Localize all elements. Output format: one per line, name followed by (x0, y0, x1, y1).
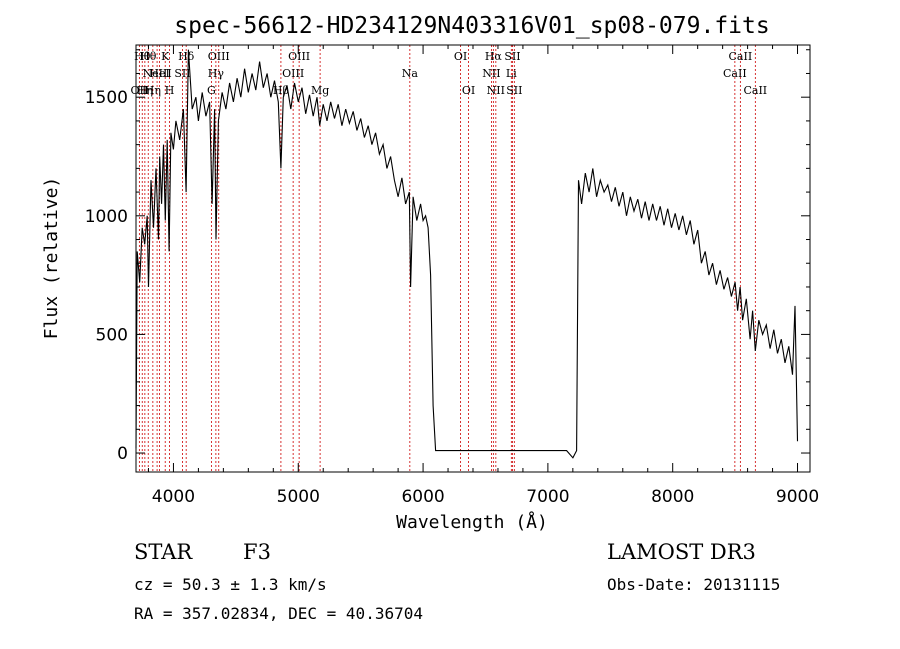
line-marker-label: Hθ (134, 50, 151, 63)
flux-series-line (135, 49, 799, 459)
y-axis-ticks: 0 500 1000 1500 (85, 49, 810, 464)
y-tick-label: 0 (117, 444, 128, 464)
line-marker-label: Hθ (140, 50, 157, 63)
line-marker-label: Na (402, 67, 419, 80)
line-marker-label: CaII (729, 50, 753, 63)
y-tick-label: 500 (96, 325, 128, 345)
line-marker-label: CaII (723, 67, 747, 80)
sky-coordinates: RA = 357.02834, DEC = 40.36704 (134, 604, 423, 623)
line-marker-label: NII (482, 67, 500, 80)
line-marker-label: OIII (208, 50, 230, 63)
line-marker-label: OIII (288, 50, 310, 63)
plot-frame (135, 44, 811, 473)
line-marker-label: HeI (149, 67, 169, 80)
line-marker-label: NeIII (143, 67, 172, 80)
object-subclass: F3 (243, 540, 271, 564)
x-tick-label: 5000 (277, 487, 320, 507)
object-class: STAR (134, 540, 193, 564)
survey-name: LAMOST DR3 (607, 540, 756, 564)
line-marker-label: SII (174, 67, 190, 80)
line-marker-label: Hη (145, 84, 161, 97)
line-marker-label: Hη (137, 84, 153, 97)
line-marker-label: OI (462, 84, 475, 97)
y-tick-label: 1000 (85, 207, 128, 227)
line-marker-label: SII (506, 84, 522, 97)
y-tick-label: 1500 (85, 88, 128, 108)
line-marker-label: Mg (311, 84, 329, 97)
x-tick-label: 9000 (776, 487, 819, 507)
line-marker-label: NII (487, 84, 505, 97)
line-marker-label: Li (506, 67, 517, 80)
x-tick-label: 8000 (651, 487, 694, 507)
marker-labels: OIIHθHηHθHηNeIIIHeIKHSIIHδGHγOIIIHβOIIIO… (131, 50, 768, 97)
line-marker-label: G (207, 84, 216, 97)
x-axis-label: Wavelength (Å) (396, 511, 548, 533)
x-tick-label: 7000 (526, 487, 569, 507)
line-marker-label: OI (454, 50, 467, 63)
x-tick-label: 4000 (152, 487, 195, 507)
line-marker-label: K (161, 50, 170, 63)
y-axis-label: Flux (relative) (41, 177, 62, 340)
x-tick-label: 6000 (401, 487, 444, 507)
observation-date: Obs-Date: 20131115 (607, 575, 781, 594)
line-marker-label: OII (131, 84, 149, 97)
line-marker-label: OIII (282, 67, 304, 80)
line-marker-label: CaII (743, 84, 767, 97)
x-axis-ticks: 4000 5000 6000 7000 8000 9000 (147, 45, 819, 507)
line-markers (138, 45, 756, 472)
line-marker-label: H (165, 84, 175, 97)
line-marker-label: Hδ (178, 50, 195, 63)
line-marker-label: SII (504, 50, 520, 63)
line-marker-label: Hγ (208, 67, 225, 80)
redshift-value: cz = 50.3 ± 1.3 km/s (134, 575, 327, 594)
chart-title: spec-56612-HD234129N403316V01_sp08-079.f… (174, 13, 769, 39)
line-marker-label: Hα (485, 50, 503, 63)
